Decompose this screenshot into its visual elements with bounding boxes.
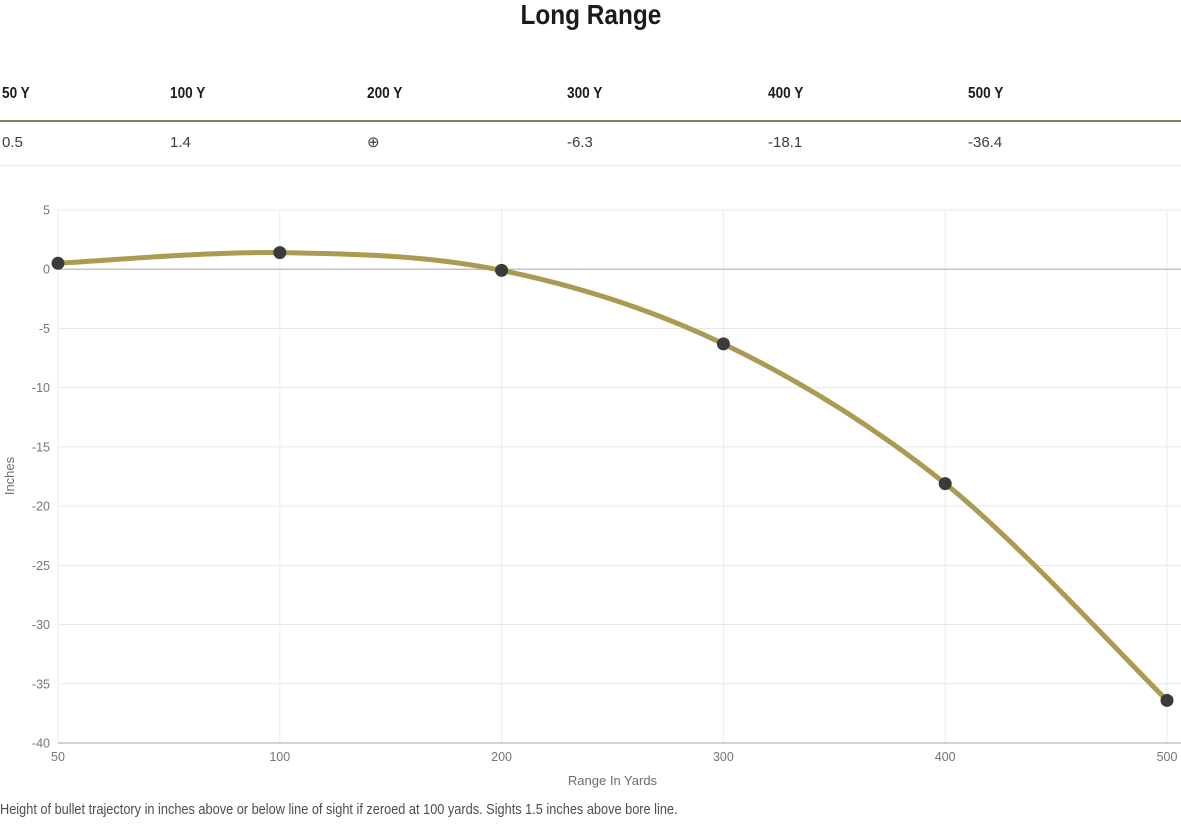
data-point-200y[interactable] xyxy=(495,263,509,277)
data-point-50y[interactable] xyxy=(51,256,65,270)
drop-value-cell: 0.5 xyxy=(0,121,168,166)
table-value-row: 0.5 1.4 ⊕ -6.3 -18.1 -36.4 xyxy=(0,121,1181,166)
chart-footnote-text: Height of bullet trajectory in inches ab… xyxy=(0,801,678,818)
range-header-text: 100 Y xyxy=(170,85,206,102)
y-tick-label: 0 xyxy=(43,263,50,277)
x-tick-label: 50 xyxy=(51,750,65,764)
range-header-text: 500 Y xyxy=(968,85,1004,102)
y-tick-label: 5 xyxy=(43,204,50,218)
x-axis-title: Range In Yards xyxy=(568,773,658,788)
range-header-text: 200 Y xyxy=(367,85,403,102)
range-header-400-y: 400 Y xyxy=(766,84,966,122)
page-title-text: Long Range xyxy=(520,0,661,30)
y-tick-label: -30 xyxy=(32,618,50,632)
data-point-500y[interactable] xyxy=(1160,693,1174,707)
y-tick-label: -15 xyxy=(32,440,50,454)
drop-value-cell: 1.4 xyxy=(168,121,365,166)
range-header-100-y: 100 Y xyxy=(168,84,365,122)
range-header-text: 50 Y xyxy=(2,85,30,102)
y-axis-title: Inches xyxy=(2,456,17,495)
x-tick-label: 100 xyxy=(269,750,290,764)
x-tick-label: 300 xyxy=(713,750,734,764)
drop-value-cell: -18.1 xyxy=(766,121,966,166)
range-header-300-y: 300 Y xyxy=(565,84,766,122)
y-tick-label: -10 xyxy=(32,381,50,395)
y-tick-label: -25 xyxy=(32,559,50,573)
data-point-300y[interactable] xyxy=(716,337,730,351)
data-point-100y[interactable] xyxy=(273,246,287,260)
x-tick-label: 400 xyxy=(935,750,956,764)
range-header-50-y: 50 Y xyxy=(0,84,168,122)
page-title: Long Range xyxy=(0,0,1181,30)
trajectory-line xyxy=(55,250,1170,703)
y-tick-label: -40 xyxy=(32,737,50,751)
trajectory-table: 50 Y 100 Y 200 Y 300 Y 400 Y 500 Y 0.5 1.4 ⊕ -6.… xyxy=(0,84,1181,166)
drop-value-cell: -36.4 xyxy=(966,121,1181,166)
data-point-400y[interactable] xyxy=(938,477,952,491)
range-header-500-y: 500 Y xyxy=(966,84,1181,122)
x-tick-label: 200 xyxy=(491,750,512,764)
zero-mark-cell: ⊕ xyxy=(365,121,565,166)
range-header-200-y: 200 Y xyxy=(365,84,565,122)
x-tick-label: 500 xyxy=(1157,750,1178,764)
y-tick-label: -35 xyxy=(32,677,50,691)
y-tick-label: -5 xyxy=(39,322,50,336)
table-header-row: 50 Y 100 Y 200 Y 300 Y 400 Y 500 Y xyxy=(0,84,1181,122)
range-header-text: 400 Y xyxy=(768,85,804,102)
range-header-text: 300 Y xyxy=(567,85,603,102)
drop-value-cell: -6.3 xyxy=(565,121,766,166)
y-tick-label: -20 xyxy=(32,500,50,514)
chart-footnote: Height of bullet trajectory in inches ab… xyxy=(0,800,797,820)
